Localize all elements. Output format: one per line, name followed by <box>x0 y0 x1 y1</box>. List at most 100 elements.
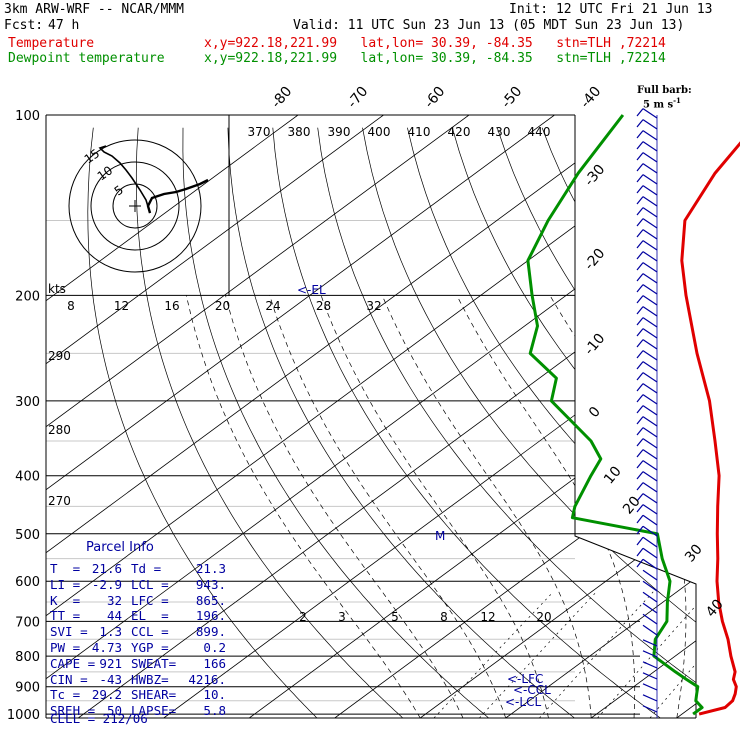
temperature-tick-label: -40 <box>577 84 604 112</box>
m-marker: M <box>435 529 445 543</box>
mixing-ratio-line <box>433 591 554 718</box>
speed-tick-label: 32 <box>366 299 381 313</box>
wind-barb <box>636 394 658 405</box>
moist-adiabat <box>186 295 421 718</box>
theta-label: 410 <box>408 125 431 139</box>
barb-key-speed: 5 m s <box>643 99 674 111</box>
wind-barb <box>636 558 658 570</box>
parcel-cell: CELL = 212/06 <box>50 711 148 726</box>
wind-barb <box>642 650 658 658</box>
temperature-tick-label: -20 <box>581 246 608 274</box>
speed-tick-label: 28 <box>316 299 331 313</box>
profile-curves <box>526 114 740 716</box>
hodograph-ring <box>112 183 158 229</box>
hodograph-ring-label: 5 <box>112 183 126 199</box>
wind-barb-column <box>636 108 658 718</box>
wind-barb <box>636 306 658 317</box>
parcel-info-cell: SWEAT= <box>131 655 177 671</box>
parcel-info-cell: K = <box>50 592 81 608</box>
speed-tick-label: 20 <box>215 299 230 313</box>
parcel-info-cell: 0.2 <box>203 640 226 655</box>
dry-adiabat <box>317 127 696 718</box>
moist-adiabat <box>269 295 507 718</box>
dry-adiabat <box>451 127 696 718</box>
moist-adiabat <box>225 295 464 718</box>
wind-barb <box>636 317 658 328</box>
pressure-tick-label: 300 <box>15 395 40 410</box>
mixing-ratio-label: 3 <box>338 610 346 624</box>
wind-barb <box>636 141 658 152</box>
parcel-info-cell: LI = <box>50 576 81 592</box>
parcel-info-cell: 4.73 <box>91 640 122 655</box>
wind-barb <box>642 672 658 680</box>
parcel-info-title: Parcel Info <box>86 540 154 555</box>
theta-label: 280 <box>48 423 71 437</box>
theta-label: 290 <box>48 349 71 363</box>
parcel-info-cell: 21.3 <box>195 561 226 576</box>
wind-barb <box>636 405 658 416</box>
pressure-tick-label: 1000 <box>7 708 40 723</box>
wind-barb <box>642 624 658 636</box>
mixing-ratio-label: 2 <box>299 610 307 624</box>
temperature-tick-label: -50 <box>498 84 525 112</box>
pressure-tick-label: 600 <box>15 575 40 590</box>
wind-barb <box>636 493 658 504</box>
parcel-info-cell: SVI = <box>50 624 88 640</box>
isotherm <box>163 115 696 718</box>
speed-tick-label: 8 <box>67 299 75 313</box>
el-marker: <-EL <box>297 283 326 297</box>
temperature-tick-label: -60 <box>421 84 448 112</box>
dry-adiabat <box>586 127 696 718</box>
moist-adiabat <box>320 295 549 718</box>
pressure-tick-label: 500 <box>15 528 40 543</box>
theta-label: 420 <box>448 125 471 139</box>
dry-adiabat <box>87 127 318 718</box>
isotherm <box>78 115 696 718</box>
parcel-info-cell: 1.3 <box>99 624 122 640</box>
init-time: Init: 12 UTC Fri 21 Jun 13 <box>509 2 713 17</box>
parcel-info-cell: LCL = <box>131 576 169 592</box>
parcel-info-cell: 29.2 <box>91 687 122 703</box>
speed-unit-label: kts <box>48 282 66 296</box>
parcel-info-cell: SHEAR= <box>131 687 177 703</box>
temperature-tick-label: -70 <box>344 84 371 112</box>
wind-barb <box>636 207 658 218</box>
isotherm <box>46 115 641 718</box>
wind-barb <box>636 119 658 130</box>
wind-barb <box>636 218 658 229</box>
theta-label: 440 <box>528 125 551 139</box>
wind-barb <box>636 130 658 141</box>
parcel-info-cell: 4216. <box>188 671 226 687</box>
isotherm <box>249 115 696 718</box>
dewpoint-location: x,y=922.18,221.99 lat,lon= 30.39, -84.35… <box>204 51 666 66</box>
parcel-info-cell: 899. <box>195 624 226 640</box>
legend-temperature: Temperature <box>8 36 95 51</box>
dry-adiabat <box>227 127 575 718</box>
wind-barb <box>636 295 658 306</box>
temperature-tick-label: -80 <box>268 84 295 112</box>
wind-barb <box>636 251 658 262</box>
wind-barb <box>636 163 658 174</box>
hodograph-ring-label: 10 <box>95 163 116 183</box>
parcel-info-cell: -2.9 <box>91 576 122 592</box>
wind-barb <box>642 661 658 669</box>
theta-label: 380 <box>288 125 311 139</box>
parcel-info-cell: LFC = <box>131 592 169 608</box>
parcel-info-cell: -43 <box>99 671 122 687</box>
grid-lines <box>45 114 697 719</box>
wind-barb <box>636 525 658 537</box>
parcel-info-cell: 865. <box>195 592 226 608</box>
wind-barb <box>636 547 658 559</box>
wind-barb <box>636 273 658 284</box>
isotherm <box>46 115 470 718</box>
parcel-info-cell: YGP = <box>131 640 169 655</box>
moist-adiabat <box>456 295 636 718</box>
parcel-info-cell: TT = <box>50 608 81 624</box>
temperature-tick-label: 40 <box>703 596 727 620</box>
parcel-info-cell: 5.8 <box>203 703 226 719</box>
wind-barb <box>636 361 658 372</box>
isotherm <box>46 115 299 718</box>
wind-barb <box>636 339 658 350</box>
parcel-info-cell: CAPE = <box>50 655 96 671</box>
